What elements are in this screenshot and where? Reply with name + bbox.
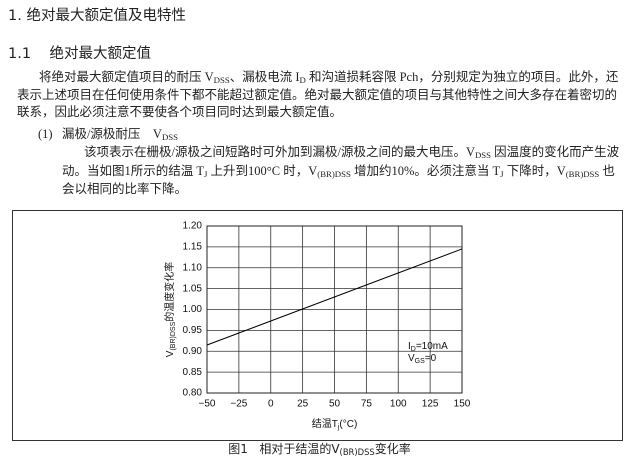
section-number: 1.1 [8,46,32,62]
plot-frame [206,225,463,394]
text-run: 、漏极电流 I [229,70,300,84]
figure-frame [12,210,623,441]
annotation: ID=10mA [408,341,448,354]
x-tick-label: 0 [268,399,274,410]
caption-number: 图1 [228,442,248,456]
item: (1) 漏极/源极耐压 VDSS [38,123,178,142]
item-title: 漏极/源极耐压 VDSS [61,127,179,143]
text-run: 的温度变化率 [163,262,176,322]
text-run: 下降时，V [503,163,566,178]
text-run: 将绝对最大额定值项目的耐压 V [39,70,214,84]
y-tick-label: 0.80 [183,388,203,399]
y-tick-label: 0.95 [183,325,203,336]
x-tick-label: 50 [329,399,341,410]
text-run: V [408,353,415,364]
text-run: 变化率 [374,442,411,456]
item-number: (1) [38,127,53,141]
y-axis-label: V(BR)DSS的温度变化率 [163,262,178,357]
annotation: VGS=0 [408,353,437,366]
subscript: J [500,168,504,179]
text-run: =0 [425,353,437,364]
y-tick-label: 0.85 [183,367,203,378]
text-run: I [408,341,411,352]
section-title: 绝对最大额定值 [49,46,152,62]
section: 1.1 绝对最大额定值 [8,42,151,63]
subscript: (BR)DSS [317,168,351,179]
data-line [206,248,463,346]
x-tick-label: 100 [390,399,407,410]
x-tick-label: 125 [422,399,439,410]
text-run: V [165,350,176,357]
caption: 图1 相对于结温的V(BR)DSS变化率 [0,440,639,457]
text-run: 增加约10%。必须注意当 T [350,163,501,178]
y-tick-label: 1.00 [183,304,203,315]
text-line: 动。当如图1所示的结温 TJ 上升到100°C 时，V(BR)DSS 增加约10… [62,160,615,179]
subscript: GS [415,358,425,365]
text-run: 联系，因此必须注意不要使各个项目同时达到最大额定值。 [17,105,343,119]
y-tick-label: 0.90 [183,346,203,357]
text-run: 该项表示在栅极/源极之间短路时可外加到漏极/源极之间的最大电压。V [84,145,475,159]
text-line: 联系，因此必须注意不要使各个项目同时达到最大额定值。 [17,101,342,120]
subscript: j [337,424,340,431]
text-run: 结温T [312,417,338,430]
y-tick-label: 1.15 [183,242,203,253]
x-tick-label: 25 [297,399,309,410]
y-tick-label: 1.10 [183,262,203,273]
subscript: D [411,346,416,353]
text-run: 表示上述项目在任何使用条件下都不能超过额定值。绝对最大额定值的项目与其他特性之间… [17,87,618,102]
subscript: (BR)DSS [339,447,375,458]
text-run: =10mA [416,341,448,352]
x-tick-label: −25 [230,399,247,410]
subscript: DSS [474,150,492,161]
y-tick-label: 1.05 [183,283,203,294]
x-tick-label: −50 [199,399,216,410]
text-run: 和沟道损耗容限 Pch，分别规定为独立的项目。此外，还 [305,70,619,84]
subscript: D [299,75,306,86]
text-run: (°C) [339,419,357,430]
x-axis-label: 结温Tj(°C) [312,417,358,432]
subscript: (BR)DSS [565,168,600,179]
text-run: 上升到100°C 时，V [207,163,318,178]
subscript: DSS [213,75,230,86]
y-tick-label: 1.20 [183,221,203,232]
subscript: DSS [161,132,179,143]
x-tick-label: 150 [454,399,471,410]
text-line: 将绝对最大额定值项目的耐压 VDSS、漏极电流 ID 和沟道损耗容限 Pch，分… [39,66,618,85]
text-run: 漏极/源极耐压 V [61,127,162,141]
heading: 1. 绝对最大额定值及电特性 [8,8,186,24]
text-line: 该项表示在栅极/源极之间短路时可外加到漏极/源极之间的最大电压。VDSS 因温度… [84,141,619,160]
text-run: 会以相同的比率下降。 [62,182,188,196]
text-run: 也 [599,163,615,178]
x-tick-label: 75 [361,399,373,410]
text-run: 动。当如图1所示的结温 T [62,163,205,178]
text-run: 因温度的变化而产生波 [491,145,620,159]
caption-text: 相对于结温的V(BR)DSS变化率 [259,442,411,458]
subscript: J [204,168,208,179]
text-run: 相对于结温的V [259,442,340,456]
text-line: 表示上述项目在任何使用条件下都不能超过额定值。绝对最大额定值的项目与其他特性之间… [17,84,617,103]
subscript: (BR)DSS [170,321,177,350]
text-line: 会以相同的比率下降。 [62,178,187,197]
